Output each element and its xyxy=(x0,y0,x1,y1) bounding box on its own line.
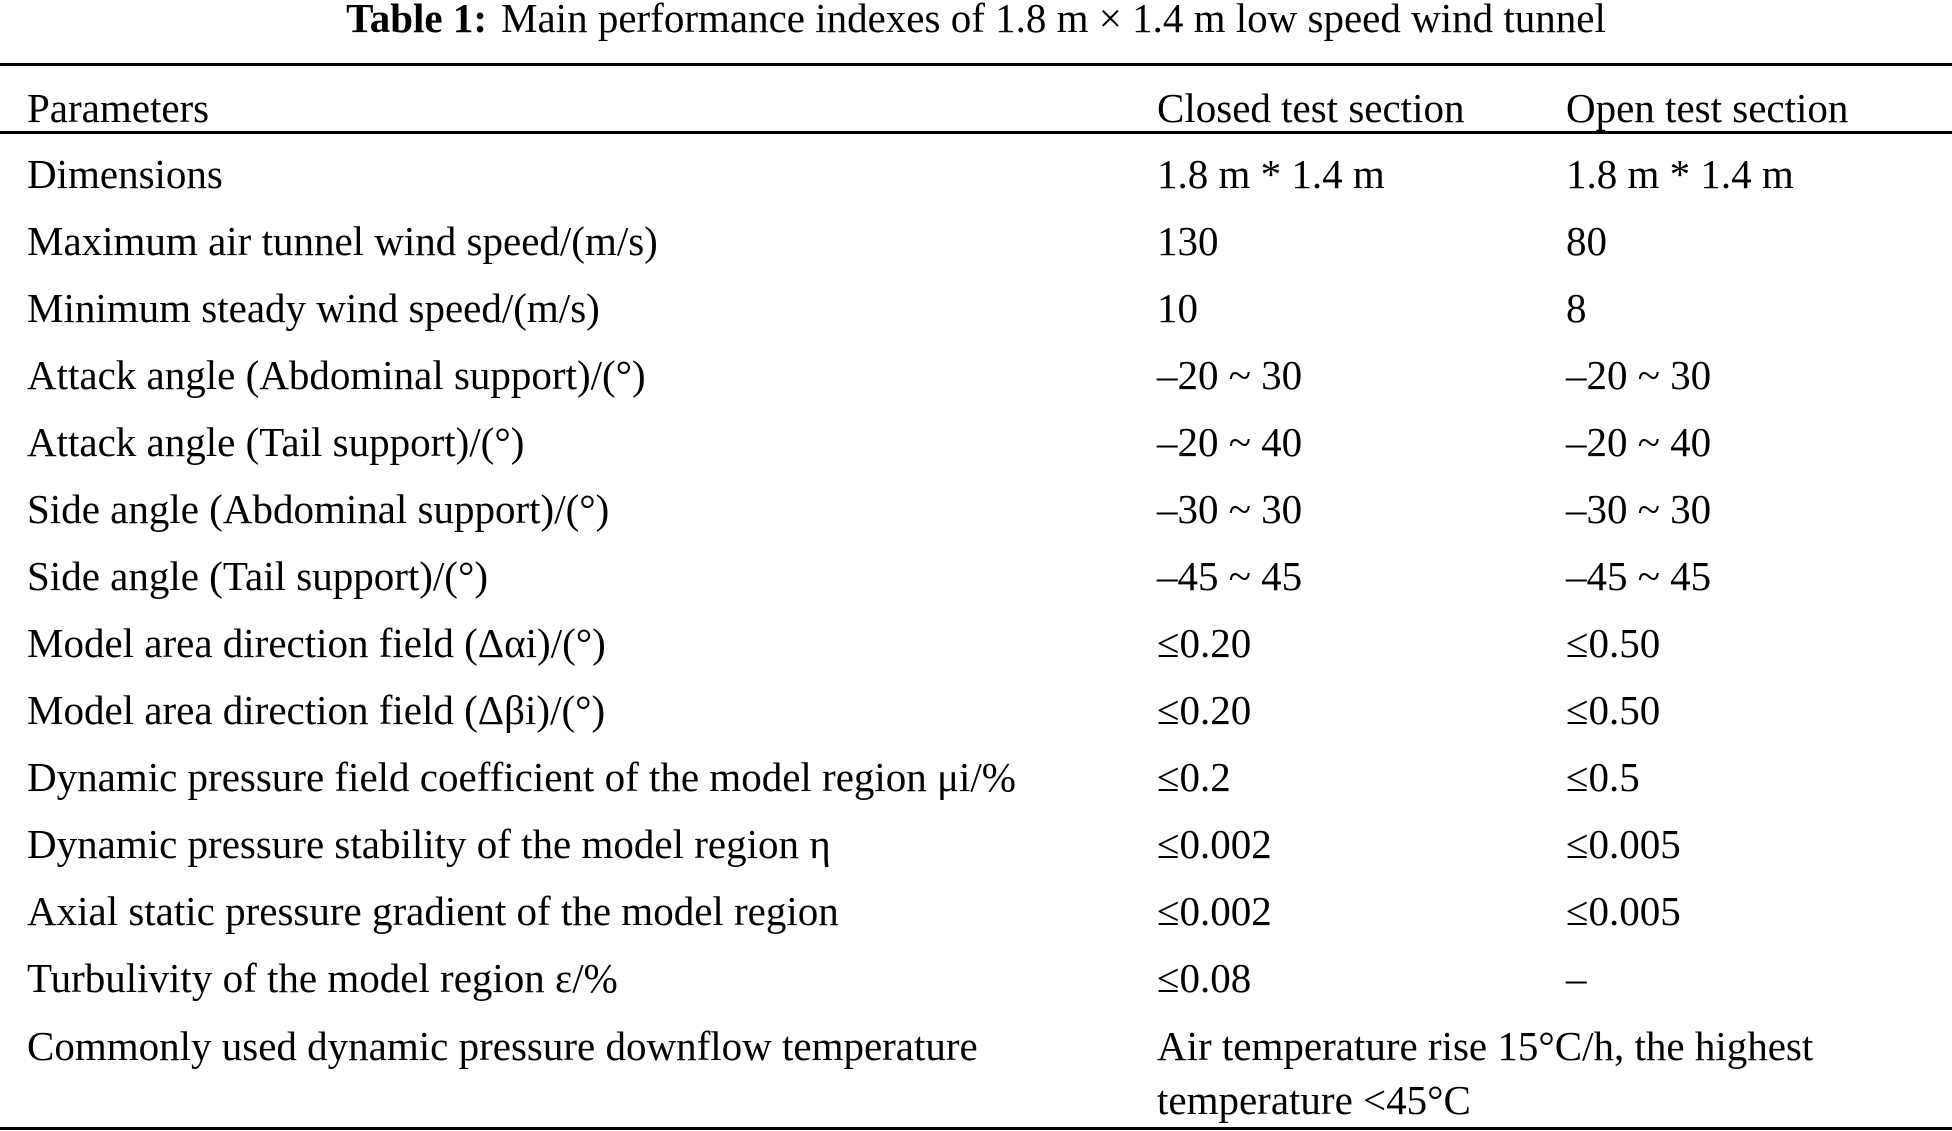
header-parameters: Parameters xyxy=(27,85,210,131)
table-row: Dynamic pressure field coefficient of th… xyxy=(0,755,1952,822)
header-closed: Closed test section xyxy=(1157,85,1465,131)
parameter-cell: Dynamic pressure field coefficient of th… xyxy=(27,754,1016,800)
closed-value-cell: ≤0.20 xyxy=(1157,620,1252,666)
table-row: Side angle (Tail support)/(°) –45 ~ 45 –45… xyxy=(0,554,1952,621)
value-cell: Air temperature rise 15°C/h, the highest… xyxy=(1157,1023,1814,1123)
table-row: Turbulivity of the model region ε/% ≤0.08… xyxy=(0,956,1952,1023)
closed-value-cell: ≤0.08 xyxy=(1157,955,1252,1001)
open-value-cell: ≤0.005 xyxy=(1566,888,1681,934)
closed-value-cell: 1.8 m * 1.4 m xyxy=(1157,151,1385,197)
parameter-cell: Model area direction field (Δβi)/(°) xyxy=(27,687,606,733)
open-value-cell: ≤0.5 xyxy=(1566,754,1640,800)
open-value-cell: 80 xyxy=(1566,218,1607,264)
closed-value-cell: –30 ~ 30 xyxy=(1157,486,1303,532)
table-row: Maximum air tunnel wind speed/(m/s) 130 80 xyxy=(0,219,1952,286)
open-value-cell: –20 ~ 40 xyxy=(1566,419,1712,465)
closed-value-cell: ≤0.002 xyxy=(1157,888,1272,934)
parameter-cell: Attack angle (Abdominal support)/(°) xyxy=(27,352,646,398)
parameter-cell: Minimum steady wind speed/(m/s) xyxy=(27,285,600,331)
table-row: Dimensions 1.8 m * 1.4 m 1.8 m * 1.4 m xyxy=(0,152,1952,219)
bottom-rule xyxy=(0,1127,1952,1130)
open-value-cell: – xyxy=(1566,955,1587,1001)
header-rule xyxy=(0,131,1952,134)
table-caption: Table 1: Main performance indexes of 1.8 … xyxy=(0,0,1952,40)
table-row: Minimum steady wind speed/(m/s) 10 8 xyxy=(0,286,1952,353)
parameter-cell: Turbulivity of the model region ε/% xyxy=(27,955,618,1001)
parameter-cell: Commonly used dynamic pressure downflow … xyxy=(27,1023,978,1069)
parameter-cell: Attack angle (Tail support)/(°) xyxy=(27,419,525,465)
table-row: Attack angle (Abdominal support)/(°) –20 … xyxy=(0,353,1952,420)
open-value-cell: ≤0.005 xyxy=(1566,821,1681,867)
top-rule xyxy=(0,63,1952,66)
parameter-cell: Axial static pressure gradient of the mo… xyxy=(27,888,839,934)
open-value-cell: –30 ~ 30 xyxy=(1566,486,1712,532)
closed-value-cell: –45 ~ 45 xyxy=(1157,553,1303,599)
parameter-cell: Model area direction field (Δαi)/(°) xyxy=(27,620,606,666)
table-row: Model area direction field (Δβi)/(°) ≤0.2… xyxy=(0,688,1952,755)
parameter-cell: Dynamic pressure stability of the model … xyxy=(27,821,831,867)
table-row: Commonly used dynamic pressure downflow … xyxy=(0,1023,1952,1123)
open-value-cell: 8 xyxy=(1566,285,1587,331)
table-row: Model area direction field (Δαi)/(°) ≤0.2… xyxy=(0,621,1952,688)
closed-value-cell: ≤0.002 xyxy=(1157,821,1272,867)
open-value-cell: –45 ~ 45 xyxy=(1566,553,1712,599)
parameter-cell: Dimensions xyxy=(27,151,223,197)
open-value-cell: ≤0.50 xyxy=(1566,620,1661,666)
parameter-cell: Maximum air tunnel wind speed/(m/s) xyxy=(27,218,658,264)
closed-value-cell: ≤0.20 xyxy=(1157,687,1252,733)
closed-value-cell: –20 ~ 30 xyxy=(1157,352,1303,398)
caption-text: Main performance indexes of 1.8 m × 1.4 … xyxy=(501,0,1606,41)
closed-value-cell: 10 xyxy=(1157,285,1198,331)
closed-value-cell: 130 xyxy=(1157,218,1219,264)
table-row: Dynamic pressure stability of the model … xyxy=(0,822,1952,889)
closed-value-cell: –20 ~ 40 xyxy=(1157,419,1303,465)
header-row: Parameters Closed test section Open test… xyxy=(0,86,1952,153)
open-value-cell: –20 ~ 30 xyxy=(1566,352,1712,398)
table-row: Side angle (Abdominal support)/(°) –30 ~ … xyxy=(0,487,1952,554)
parameter-cell: Side angle (Tail support)/(°) xyxy=(27,553,488,599)
table-row: Axial static pressure gradient of the mo… xyxy=(0,889,1952,956)
open-value-cell: 1.8 m * 1.4 m xyxy=(1566,151,1794,197)
open-value-cell: ≤0.50 xyxy=(1566,687,1661,733)
closed-value-cell: ≤0.2 xyxy=(1157,754,1231,800)
table-row: Attack angle (Tail support)/(°) –20 ~ 40 –… xyxy=(0,420,1952,487)
header-open: Open test section xyxy=(1566,85,1849,131)
parameter-cell: Side angle (Abdominal support)/(°) xyxy=(27,486,610,532)
caption-label: Table 1: xyxy=(346,0,488,41)
